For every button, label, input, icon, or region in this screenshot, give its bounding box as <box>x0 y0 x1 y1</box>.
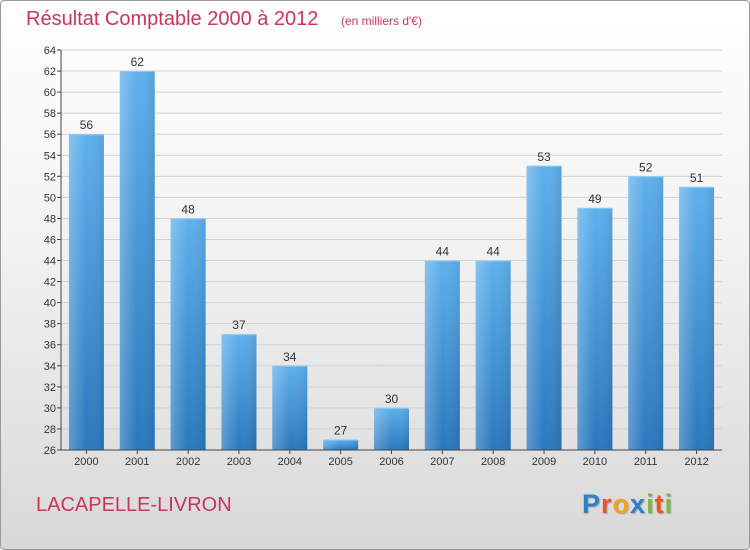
x-tick-label: 2004 <box>278 456 302 468</box>
logo-letter: t <box>654 489 665 519</box>
proxiti-logo: Proxiti <box>582 489 673 520</box>
y-tick-label: 50 <box>44 192 56 204</box>
logo-letter: r <box>601 489 613 519</box>
bar-shading <box>424 260 460 450</box>
commune-name: LACAPELLE-LIVRON <box>36 494 232 516</box>
data-label: 44 <box>487 245 501 259</box>
x-tick-label: 2007 <box>430 456 454 468</box>
data-label: 52 <box>639 160 653 174</box>
y-tick-label: 48 <box>44 213 56 225</box>
logo-letter: o <box>612 489 631 519</box>
y-tick-label: 30 <box>44 403 56 415</box>
x-tick-label: 2010 <box>583 456 607 468</box>
data-labels: 56 62 48 37 34 27 30 44 44 53 49 52 51 <box>80 55 704 437</box>
logo-letter: i <box>664 489 674 519</box>
bar-shading <box>577 207 613 450</box>
y-tick-label: 38 <box>44 319 56 331</box>
data-label: 30 <box>385 392 399 406</box>
y-tick-label: 52 <box>44 171 56 183</box>
bar-shading <box>119 71 155 450</box>
x-axis-ticks: 2000 2001 2002 2003 2004 2005 2006 2007 2008 2009… <box>74 450 709 468</box>
chart-title: Résultat Comptable 2000 à 2012 <box>26 8 319 30</box>
x-tick-label: 2006 <box>379 456 403 468</box>
bar-shading <box>374 407 409 450</box>
bar-shading <box>475 260 511 450</box>
bars <box>68 71 715 451</box>
y-tick-label: 28 <box>44 424 56 436</box>
y-tick-label: 62 <box>44 66 56 78</box>
y-tick-label: 54 <box>44 150 56 162</box>
y-tick-label: 26 <box>44 445 56 457</box>
x-tick-label: 2001 <box>125 456 149 468</box>
x-tick-label: 2009 <box>532 456 556 468</box>
data-label: 44 <box>436 245 450 259</box>
bar-shading <box>628 176 664 450</box>
data-label: 51 <box>690 171 704 185</box>
data-label: 34 <box>283 350 297 364</box>
data-label: 37 <box>232 318 246 332</box>
y-tick-label: 58 <box>44 108 56 120</box>
y-tick-label: 56 <box>44 129 56 141</box>
grid-lines <box>61 49 722 451</box>
data-label: 48 <box>181 202 195 216</box>
y-tick-label: 60 <box>44 87 56 99</box>
bar-shading <box>170 218 206 450</box>
bar-shading <box>272 365 308 450</box>
logo-letter: x <box>630 489 647 519</box>
logo-letter: P <box>582 489 602 519</box>
y-axis-ticks: 26 28 30 32 34 36 38 40 42 44 46 48 50 52 54 56 58 60 62 64 <box>44 45 61 457</box>
x-tick-label: 2011 <box>634 456 658 468</box>
bar-shading <box>679 186 715 450</box>
bar-shading <box>68 134 104 451</box>
y-tick-label: 44 <box>44 256 56 268</box>
chart-subtitle: (en milliers d'€) <box>341 14 422 28</box>
data-label: 49 <box>588 192 602 206</box>
y-tick-label: 36 <box>44 340 56 352</box>
y-tick-label: 46 <box>44 234 56 246</box>
data-label: 53 <box>537 150 551 164</box>
data-label: 56 <box>80 118 94 132</box>
x-tick-label: 2003 <box>227 456 251 468</box>
x-tick-label: 2005 <box>328 456 352 468</box>
y-tick-label: 34 <box>44 361 56 373</box>
x-tick-label: 2002 <box>176 456 200 468</box>
bar-shading <box>323 439 359 450</box>
data-label: 27 <box>334 423 348 437</box>
x-tick-label: 2000 <box>74 456 98 468</box>
x-tick-label: 2012 <box>684 456 708 468</box>
y-tick-label: 64 <box>44 45 56 57</box>
bar-shading <box>221 334 257 450</box>
x-tick-label: 2008 <box>481 456 505 468</box>
y-tick-label: 40 <box>44 298 56 310</box>
y-tick-label: 42 <box>44 277 56 289</box>
logo-letter: i <box>646 489 655 519</box>
y-tick-label: 32 <box>44 382 56 394</box>
data-label: 62 <box>131 55 145 69</box>
bar-shading <box>526 165 562 450</box>
